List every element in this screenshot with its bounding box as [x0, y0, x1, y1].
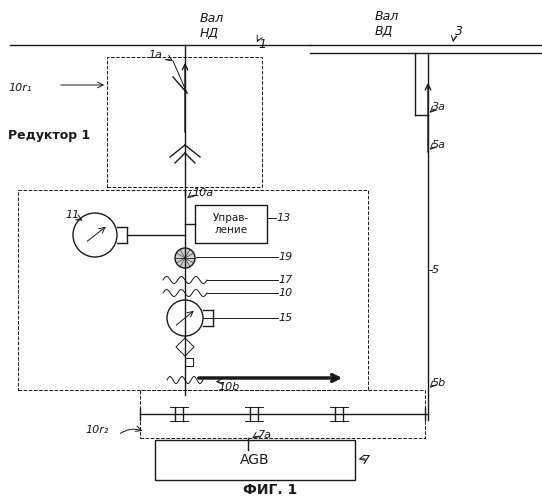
Text: 7: 7	[362, 454, 370, 466]
Text: 15: 15	[278, 313, 292, 323]
Text: 10r₁: 10r₁	[8, 83, 31, 93]
Text: 5: 5	[432, 265, 439, 275]
Text: Редуктор 1: Редуктор 1	[8, 128, 91, 141]
Text: 5b: 5b	[432, 378, 446, 388]
Text: 11: 11	[65, 210, 79, 220]
Bar	[155, 440, 355, 480]
Text: 1: 1	[258, 38, 266, 51]
Text: 10r₂: 10r₂	[85, 425, 108, 435]
Text: 1а: 1а	[148, 50, 162, 60]
Bar	[140, 390, 425, 438]
Text: 5а: 5а	[432, 140, 446, 150]
Text: 10: 10	[278, 288, 292, 298]
Text: AGB: AGB	[240, 453, 270, 467]
Text: 7а: 7а	[258, 430, 272, 440]
Text: 3а: 3а	[432, 102, 446, 112]
Bar	[195, 205, 267, 243]
Bar	[18, 190, 368, 390]
Text: 17: 17	[278, 275, 292, 285]
Text: Вал
НД: Вал НД	[200, 12, 224, 40]
Text: 3: 3	[455, 25, 463, 38]
Text: Вал
ВД: Вал ВД	[375, 10, 399, 38]
Text: ФИГ. 1: ФИГ. 1	[243, 483, 297, 497]
Text: 10а: 10а	[192, 188, 213, 198]
Text: 10b: 10b	[218, 382, 240, 392]
Text: Упрaв-
ление: Упрaв- ление	[213, 213, 249, 235]
Text: 19: 19	[278, 252, 292, 262]
Text: 13: 13	[276, 213, 291, 223]
Bar	[107, 57, 262, 187]
Circle shape	[175, 248, 195, 268]
